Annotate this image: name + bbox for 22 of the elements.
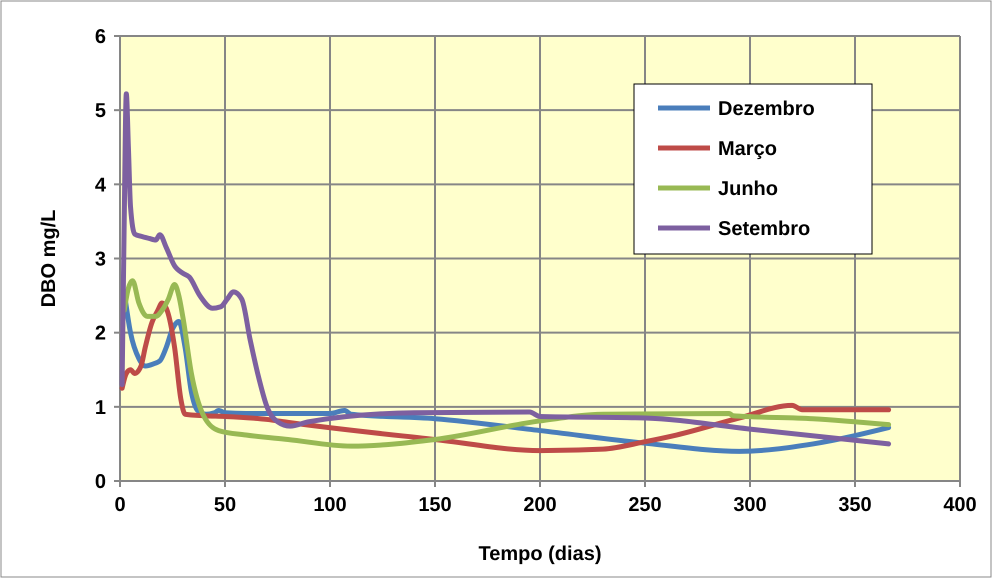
x-tick-label: 350	[838, 494, 872, 516]
x-tick-label: 100	[313, 494, 347, 516]
legend-label: Setembro	[718, 218, 810, 240]
y-axis-title: DBO mg/L	[38, 210, 60, 308]
x-tick-label: 0	[114, 494, 126, 516]
y-tick-label: 5	[94, 100, 106, 122]
y-tick-label: 0	[94, 471, 106, 493]
y-tick-label: 3	[94, 248, 106, 270]
y-tick-label: 6	[94, 26, 106, 48]
x-tick-label: 150	[418, 494, 452, 516]
x-tick-label: 50	[214, 494, 236, 516]
x-axis-title: Tempo (dias)	[478, 543, 602, 565]
legend-label: Dezembro	[718, 98, 815, 120]
y-tick-label: 4	[94, 174, 107, 196]
legend-label: Março	[718, 138, 777, 160]
y-tick-label: 2	[94, 322, 106, 345]
legend-label: Junho	[718, 178, 778, 200]
y-tick-label: 1	[94, 396, 106, 419]
x-tick-label: 300	[733, 494, 767, 516]
x-tick-label: 400	[943, 494, 977, 516]
x-tick-label: 200	[523, 494, 557, 516]
x-tick-label: 250	[628, 494, 662, 516]
